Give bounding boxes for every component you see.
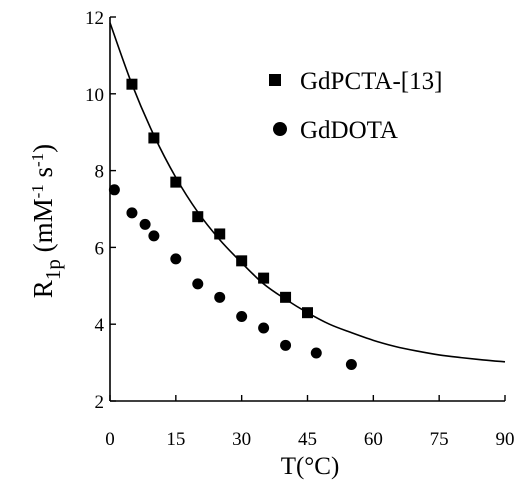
legend-marker-gdpcta	[269, 74, 281, 86]
point-gdpcta-13	[214, 228, 226, 240]
y-title-units-close: )	[28, 144, 58, 153]
point-gdpcta-13	[126, 78, 138, 90]
y-tick-label: 8	[95, 162, 105, 183]
x-tick-label: 75	[430, 429, 449, 450]
point-gddota	[310, 347, 322, 359]
point-gddota	[170, 253, 182, 265]
point-gddota	[192, 278, 204, 290]
x-tick-label: 60	[364, 429, 383, 450]
y-tick-label: 6	[95, 238, 105, 259]
point-gdpcta-13	[192, 211, 204, 223]
y-axis-ticks: 2 4 6 8 10 12	[85, 8, 116, 413]
legend-label-gdpcta: GdPCTA-[13]	[300, 68, 442, 95]
legend-marker-gddota	[273, 122, 287, 136]
y-title-exp1: -1	[28, 184, 47, 198]
legend: GdPCTA-[13] GdDOTA	[269, 68, 442, 144]
point-gddota	[236, 311, 248, 323]
y-tick-label: 12	[85, 8, 104, 29]
point-gddota	[280, 339, 292, 351]
legend-label-gddota: GdDOTA	[300, 117, 398, 144]
point-gddota	[214, 291, 226, 303]
y-tick-label: 4	[95, 315, 105, 336]
y-axis-title: R1p (mM-1 s-1)	[28, 144, 65, 298]
y-title-exp2: -1	[28, 153, 47, 167]
point-gdpcta-13	[170, 176, 182, 188]
point-gddota	[148, 230, 160, 242]
x-axis-ticks: 0 15 30 45 60 75 90	[105, 395, 515, 450]
x-tick-label: 0	[105, 429, 115, 450]
data-points	[108, 78, 357, 371]
point-gdpcta-13	[302, 307, 313, 319]
x-axis-title: T(°C)	[281, 453, 340, 480]
x-tick-label: 30	[232, 429, 251, 450]
y-title-units-mid: s	[28, 167, 58, 184]
y-tick-label: 10	[85, 85, 104, 106]
y-title-main: R	[28, 280, 58, 298]
y-tick-label: 2	[95, 392, 105, 413]
y-title-subscript: 1p	[41, 259, 65, 280]
point-gdpcta-13	[280, 291, 292, 303]
point-gdpcta-13	[236, 255, 248, 267]
point-gdpcta-13	[148, 132, 160, 144]
y-title-units-open: (mM	[28, 198, 58, 259]
point-gddota	[139, 218, 151, 230]
x-tick-label: 90	[496, 429, 515, 450]
point-gddota	[258, 322, 270, 334]
point-gddota	[345, 359, 357, 371]
point-gdpcta-13	[258, 272, 270, 284]
point-gddota	[126, 207, 138, 219]
x-tick-label: 15	[166, 429, 185, 450]
point-gddota	[108, 184, 120, 196]
x-tick-label: 45	[298, 429, 317, 450]
